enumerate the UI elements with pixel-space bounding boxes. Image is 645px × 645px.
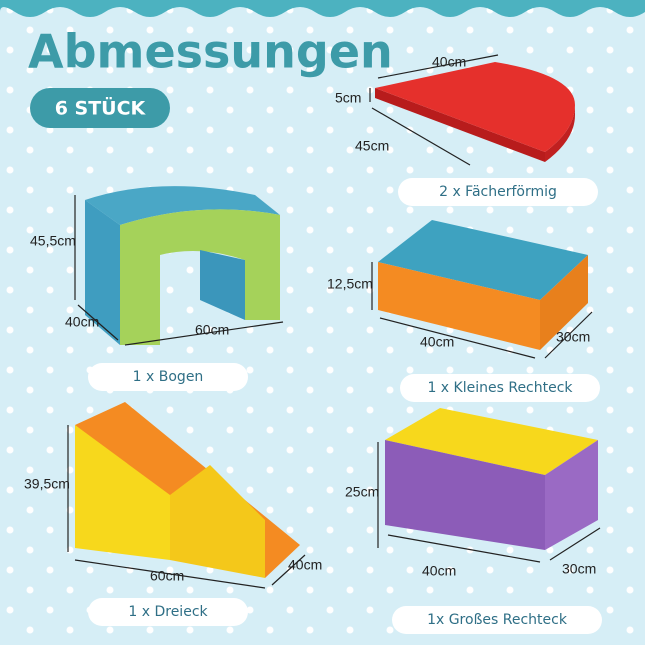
arch-shape [74, 186, 284, 346]
dimension: 5cm [335, 90, 361, 106]
item-label: 1 x Dreieck [128, 604, 208, 620]
badge [30, 88, 170, 128]
item-label: 1 x Bogen [133, 369, 204, 385]
title: Abmessungen [28, 25, 393, 79]
dimension: 45cm [355, 138, 389, 154]
dimension: 40cm [420, 334, 454, 350]
dimension: 25cm [345, 484, 379, 500]
item-label: 1x Großes Rechteck [427, 612, 568, 628]
dimension: 40cm [422, 563, 456, 579]
label-pill [88, 598, 248, 626]
dimension: 60cm [150, 568, 184, 584]
wave [0, 0, 645, 17]
dimension: 30cm [556, 329, 590, 345]
dimension: 12,5cm [327, 276, 373, 292]
dimension: 60cm [195, 322, 229, 338]
dimension: 40cm [288, 557, 322, 573]
badge-text: 6 STÜCK [55, 96, 147, 120]
dimension: 30cm [562, 561, 596, 577]
dimension: 40cm [432, 54, 466, 70]
label-pill [88, 363, 248, 391]
small-rect-shape [371, 220, 593, 359]
item-label: 2 x Fächerförmig [439, 184, 557, 200]
triangle-shape [67, 402, 306, 589]
dimension: 39,5cm [24, 476, 70, 492]
large-rect-shape [377, 408, 601, 563]
dimension: 45,5cm [30, 233, 76, 249]
label-pill [400, 374, 600, 402]
item-label: 1 x Kleines Rechteck [427, 380, 573, 396]
label-pill [392, 606, 602, 634]
label-pill [398, 178, 598, 206]
dimension: 40cm [65, 314, 99, 330]
fan-shape [369, 54, 575, 166]
